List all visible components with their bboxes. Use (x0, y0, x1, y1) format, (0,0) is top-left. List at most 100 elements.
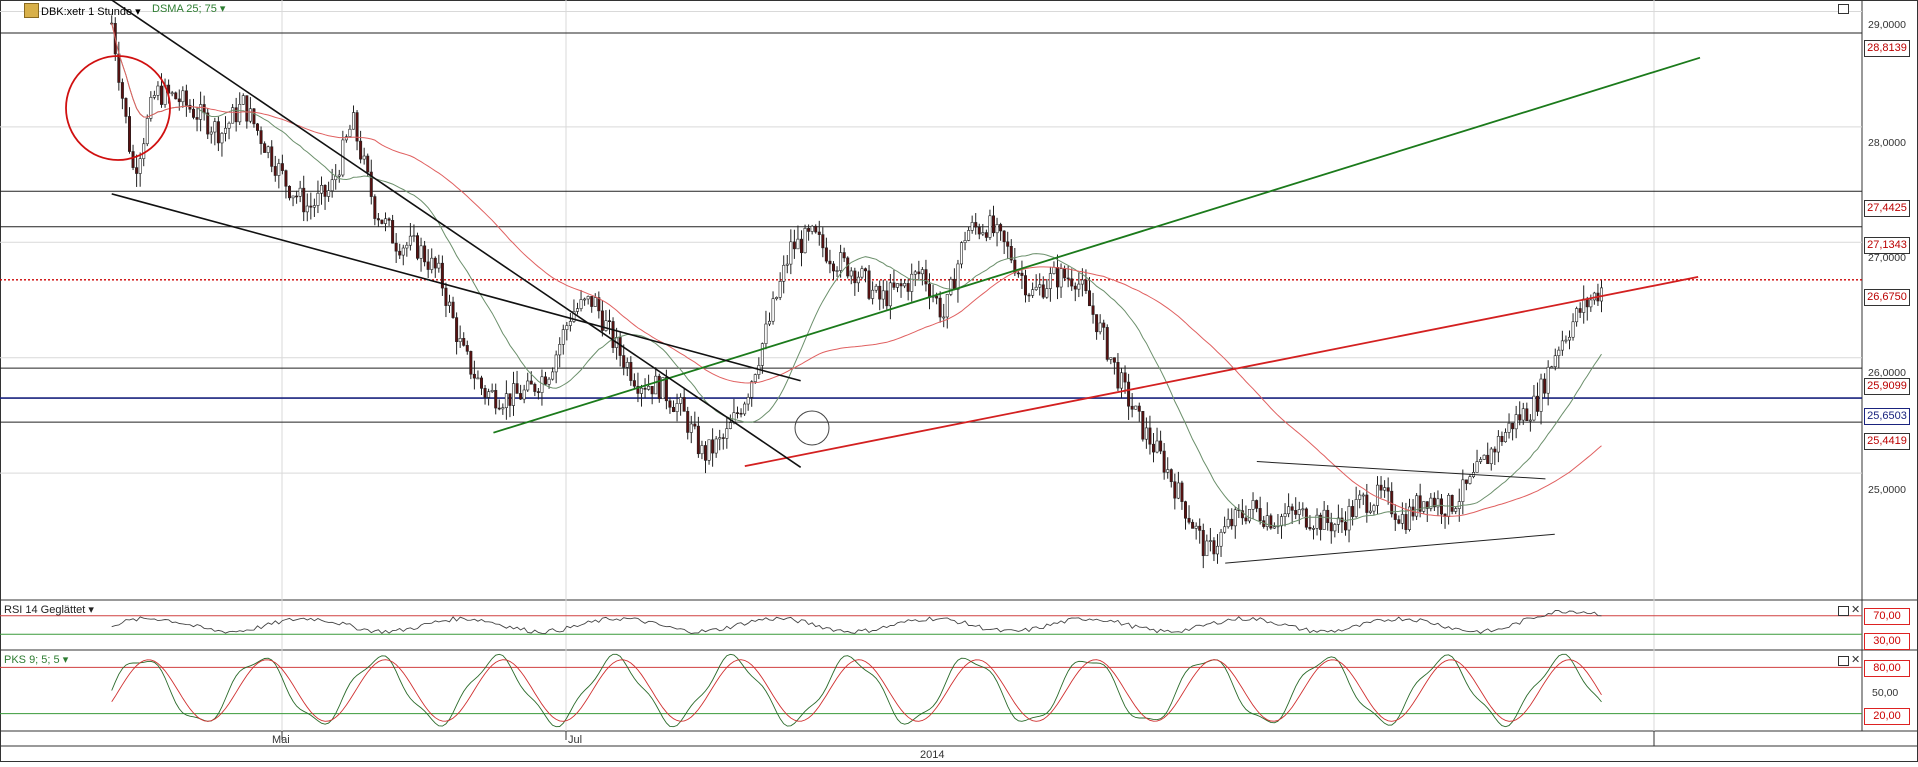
candle-body (1361, 494, 1365, 497)
candle-body (1119, 372, 1123, 389)
candle-body (1116, 361, 1120, 389)
candle-body (1315, 514, 1319, 529)
stoch-label[interactable]: PKS 9; 5; 5 ▾ (4, 654, 68, 667)
red-trendline (744, 276, 1699, 468)
candle-body (945, 294, 949, 318)
candle-body (263, 143, 267, 153)
candle-body (835, 270, 839, 272)
candle-body (1159, 440, 1163, 452)
candle-body (227, 122, 231, 129)
candle-body (195, 117, 199, 120)
close-icon[interactable]: ✕ (1851, 604, 1861, 616)
candle-body (1511, 422, 1515, 430)
candle-body (138, 158, 142, 174)
candle-body (213, 121, 217, 133)
candle-body (1425, 501, 1429, 509)
candle-body (590, 296, 594, 307)
candle-body (1105, 327, 1109, 360)
candle-body (853, 270, 857, 284)
candle-body (383, 218, 387, 224)
symbol-label[interactable]: DBK:xetr 1 Stunde ▾ (24, 3, 141, 19)
chevron-down-icon: ▾ (132, 6, 141, 18)
candle-body (1567, 336, 1571, 341)
candle-body (159, 85, 163, 105)
candle-body (234, 107, 238, 123)
candle-body (1514, 414, 1518, 430)
triangle-lower-line (1225, 533, 1555, 564)
candle-body (913, 271, 917, 275)
candle-body (526, 380, 530, 391)
candle-body (707, 439, 711, 461)
candle-body (302, 187, 306, 213)
candle-body (991, 215, 995, 234)
candle-body (543, 376, 547, 385)
candle-body (1564, 339, 1568, 342)
candle-body (508, 393, 512, 406)
candle-body (181, 90, 185, 103)
candle-body (629, 361, 633, 381)
indicator-label[interactable]: DSMA 25; 75 ▾ (152, 3, 225, 16)
candle-body (746, 396, 750, 405)
highlight-circle (65, 55, 171, 161)
candle-body (803, 228, 807, 254)
candle-body (401, 247, 405, 256)
candle-body (455, 317, 459, 342)
candle-body (1016, 272, 1020, 275)
candle-body (1098, 322, 1102, 333)
candle-body (319, 185, 323, 194)
candle-body (597, 297, 601, 312)
candle-body (362, 155, 366, 160)
candle-body (430, 257, 434, 270)
candle-body (1429, 497, 1433, 509)
candle-body (799, 238, 803, 254)
candle-body (1230, 518, 1234, 527)
candle-body (1244, 517, 1248, 522)
candle-body (1589, 299, 1593, 308)
close-icon[interactable]: ✕ (1851, 654, 1861, 666)
candle-body (593, 297, 597, 307)
chevron-down-icon: ▾ (216, 3, 226, 15)
candle-body (1525, 408, 1529, 422)
maximize-icon[interactable] (1838, 4, 1849, 14)
candle-body (1294, 510, 1298, 515)
candle-body (892, 282, 896, 288)
candle-body (671, 406, 675, 412)
candle-body (1095, 314, 1099, 333)
candle-body (291, 195, 295, 199)
y-tick: 26,0000 (1868, 367, 1906, 379)
candle-body (515, 383, 519, 394)
candle-body (1532, 395, 1536, 421)
candle-body (1191, 521, 1195, 529)
candle-body (380, 219, 384, 224)
candle-body (703, 445, 707, 461)
candle-body (1038, 284, 1042, 288)
candle-body (1393, 513, 1397, 520)
y-tick: 27,0000 (1868, 252, 1906, 264)
candle-body (643, 387, 647, 390)
candle-body (1599, 287, 1603, 302)
candle-body (330, 179, 334, 192)
maximize-icon[interactable] (1838, 656, 1849, 666)
candle-body (849, 270, 853, 277)
candle-body (522, 389, 526, 400)
candle-body (479, 377, 483, 389)
candle-body (1351, 506, 1355, 517)
candle-body (387, 218, 391, 221)
candle-body (1578, 308, 1582, 313)
candle-body (1215, 545, 1219, 555)
candle-body (1450, 494, 1454, 512)
candle-body (565, 325, 569, 330)
candle-body (753, 374, 757, 382)
candle-body (949, 278, 953, 295)
candle-body (135, 167, 139, 174)
candle-body (927, 283, 931, 297)
candle-body (554, 354, 558, 373)
candle-body (497, 407, 501, 410)
candle-body (1162, 450, 1166, 473)
candle-body (295, 195, 299, 198)
candle-body (209, 131, 213, 135)
rsi-label[interactable]: RSI 14 Geglättet ▾ (4, 604, 94, 617)
candle-body (1223, 526, 1227, 533)
maximize-icon[interactable] (1838, 606, 1849, 616)
